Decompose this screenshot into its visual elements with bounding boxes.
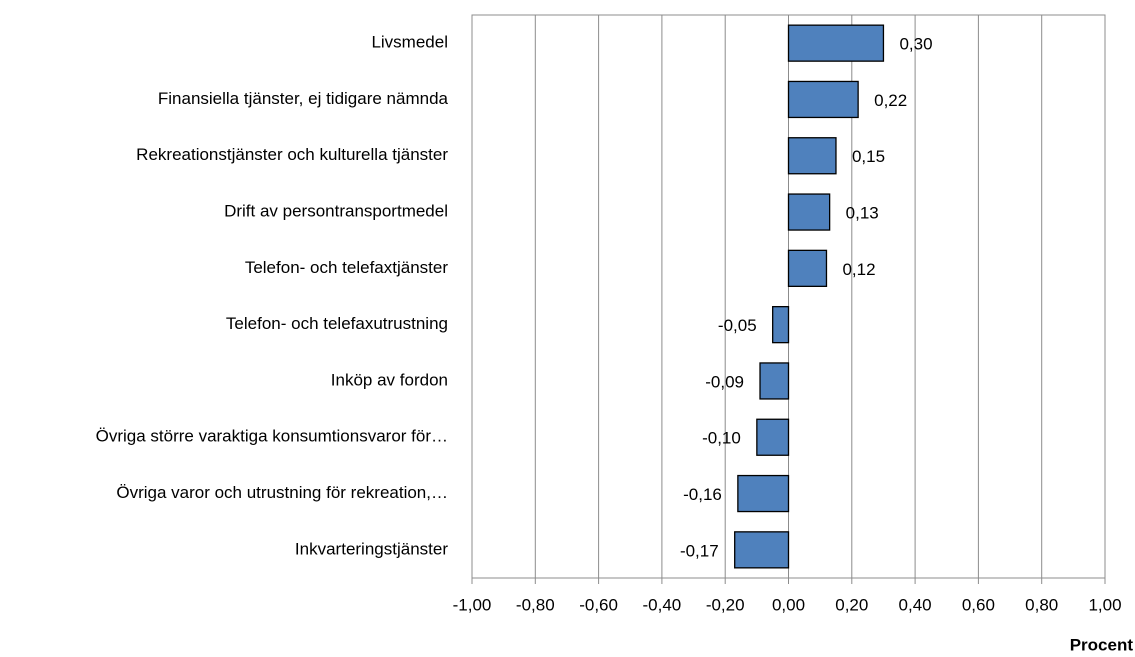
x-axis-label: Procent [1070, 635, 1134, 654]
x-tick-label: 1,00 [1088, 595, 1121, 614]
x-tick-label: 0,40 [899, 595, 932, 614]
bar [772, 305, 790, 344]
x-tick-label: -0,20 [706, 595, 745, 614]
bar [737, 474, 790, 513]
value-label: 0,12 [842, 260, 875, 279]
value-label: -0,05 [718, 316, 757, 335]
x-tick-label: 0,00 [772, 595, 805, 614]
value-label: 0,22 [874, 91, 907, 110]
y-tick-label: Telefon- och telefaxutrustning [226, 314, 448, 333]
y-tick-label: Övriga varor och utrustning för rekreati… [116, 483, 448, 502]
x-tick-label: 0,20 [835, 595, 868, 614]
bar [787, 193, 831, 231]
x-tick-label: -0,60 [579, 595, 618, 614]
bar [734, 531, 790, 569]
x-tick-label: -1,00 [453, 595, 492, 614]
bar [787, 80, 859, 119]
y-tick-label: Livsmedel [371, 33, 448, 52]
bar [759, 362, 790, 400]
value-label: 0,30 [899, 35, 932, 54]
bar [787, 249, 828, 288]
y-tick-label: Rekreationstjänster och kulturella tjäns… [136, 145, 448, 164]
y-tick-label: Inkvarteringstjänster [295, 539, 448, 558]
x-tick-label: -0,80 [516, 595, 555, 614]
y-tick-label: Finansiella tjänster, ej tidigare nämnda [158, 89, 449, 108]
y-tick-label: Telefon- och telefaxtjänster [245, 258, 449, 277]
value-label: -0,10 [702, 429, 741, 448]
bar [756, 418, 790, 456]
bar [787, 137, 837, 175]
value-label: -0,09 [705, 372, 744, 391]
value-label: -0,17 [680, 541, 719, 560]
value-label: 0,13 [846, 204, 879, 223]
x-tick-label: -0,40 [643, 595, 682, 614]
y-tick-label: Övriga större varaktiga konsumtionsvaror… [96, 427, 448, 446]
y-tick-label: Drift av persontransportmedel [224, 202, 448, 221]
y-tick-label: Inköp av fordon [331, 370, 448, 389]
value-label: -0,16 [683, 485, 722, 504]
value-label: 0,15 [852, 147, 885, 166]
bar [787, 24, 885, 62]
x-tick-label: 0,80 [1025, 595, 1058, 614]
x-tick-label: 0,60 [962, 595, 995, 614]
